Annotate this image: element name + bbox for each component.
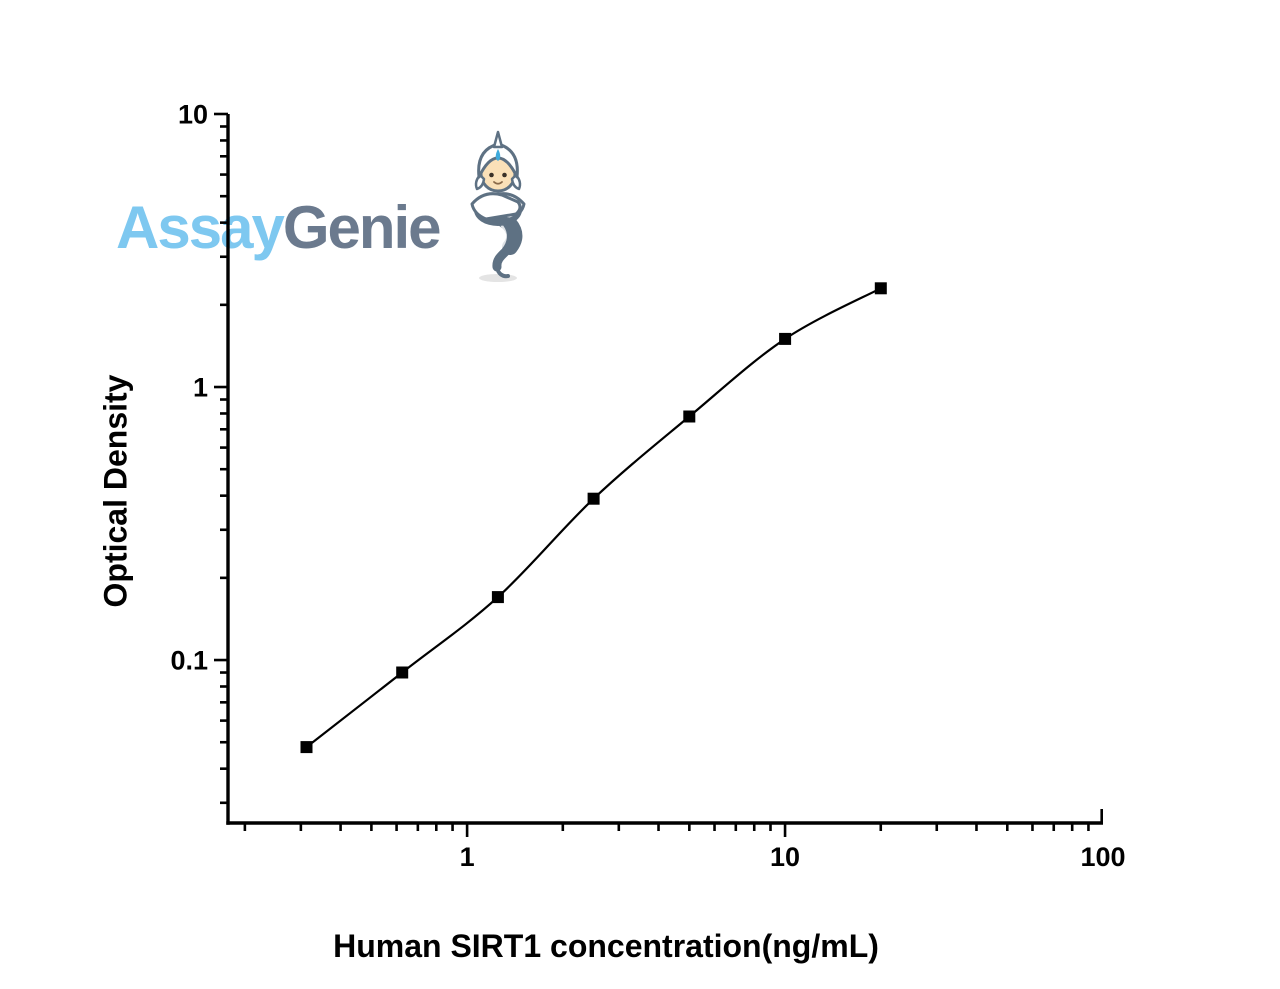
mascot-tail bbox=[492, 242, 515, 272]
x-axis-title: Human SIRT1 concentration(ng/mL) bbox=[333, 928, 879, 964]
brand-word-genie: Genie bbox=[282, 194, 442, 261]
data-point-marker bbox=[491, 591, 504, 604]
data-point-marker bbox=[683, 410, 696, 423]
data-point-marker bbox=[300, 741, 313, 754]
mascot-tail bbox=[495, 265, 510, 279]
data-point-marker bbox=[396, 666, 409, 679]
genie-mascot-icon bbox=[470, 130, 526, 282]
mascot-turban-flap bbox=[474, 173, 486, 191]
x-tick-label: 10 bbox=[770, 842, 800, 872]
y-tick-label: 10 bbox=[178, 99, 208, 129]
brand-watermark: AssayGenie bbox=[116, 194, 442, 261]
mascot-spike bbox=[492, 130, 504, 149]
x-tick-label: 1 bbox=[460, 842, 475, 872]
data-point-marker bbox=[779, 332, 792, 345]
mascot-eye bbox=[502, 172, 507, 178]
mascot-jewel bbox=[495, 149, 501, 161]
data-point-marker bbox=[874, 282, 887, 295]
mascot-turban bbox=[477, 142, 519, 179]
y-tick-label: 1 bbox=[193, 372, 208, 402]
y-tick-label: 0.1 bbox=[170, 645, 208, 675]
brand-word-assay: Assay bbox=[116, 194, 285, 261]
curve-line bbox=[305, 287, 882, 748]
x-tick-label: 100 bbox=[1080, 842, 1125, 872]
data-point-marker bbox=[587, 492, 600, 505]
mascot-arm bbox=[470, 192, 522, 221]
mascot-smile bbox=[493, 181, 503, 185]
y-axis-title: Optical Density bbox=[97, 374, 134, 608]
mascot-turban-flap bbox=[510, 173, 522, 191]
mascot-eye bbox=[489, 172, 494, 178]
mascot-tail-highlight bbox=[499, 224, 507, 250]
